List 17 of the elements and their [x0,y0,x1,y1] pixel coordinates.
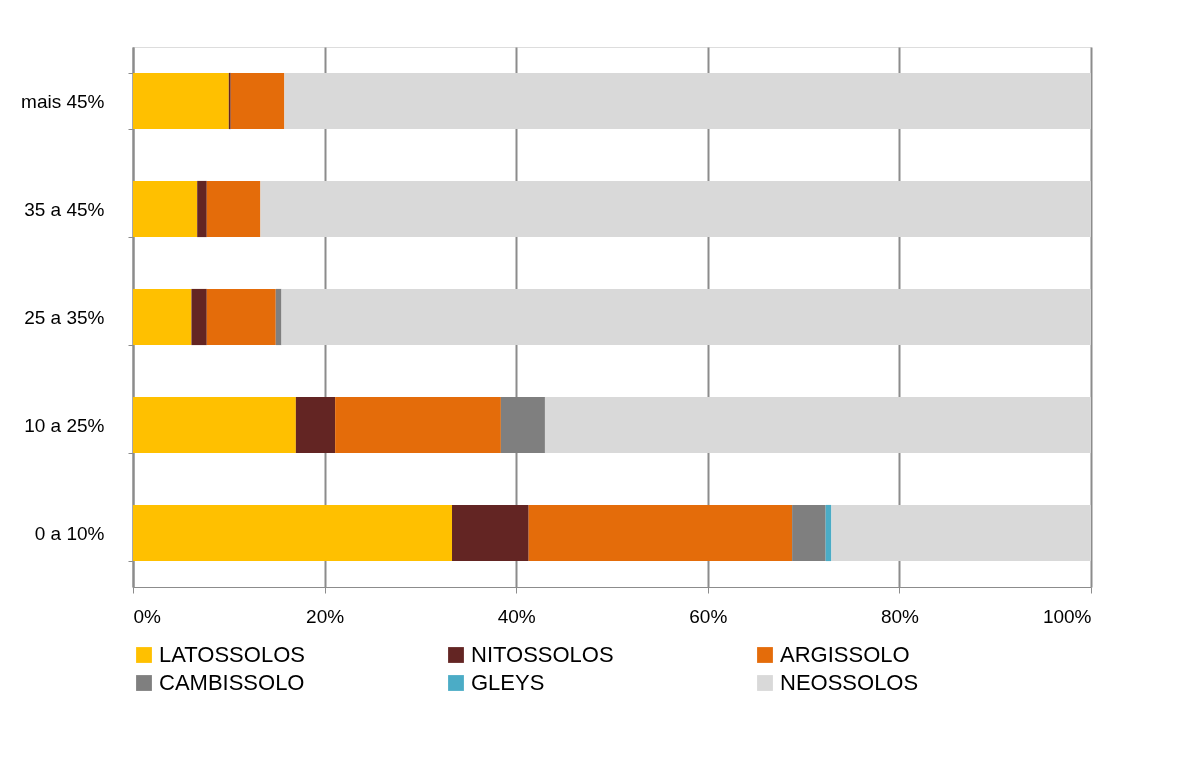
legend-label: CAMBISSOLO [159,670,305,695]
x-tick-label: 40% [497,605,536,627]
x-tick-label: 60% [689,605,728,627]
y-tick-label: 0 a 10% [34,522,105,544]
legend-label: ARGISSOLO [780,642,910,667]
legend-label: LATOSSOLOS [159,642,305,667]
legend-label: NEOSSOLOS [780,670,919,695]
x-tick-label: 80% [880,605,920,627]
x-tick-label: 0% [133,605,162,627]
legend-label: NITOSSOLOS [471,642,614,667]
y-tick-label: mais 45% [21,90,105,112]
x-tick-label: 100% [1042,605,1092,627]
legend-label: GLEYS [471,670,545,695]
y-tick-label: 10 a 25% [24,414,105,436]
y-tick-label: 25 a 35% [24,306,105,328]
x-tick-label: 20% [306,605,345,627]
y-tick-label: 35 a 45% [24,198,105,220]
